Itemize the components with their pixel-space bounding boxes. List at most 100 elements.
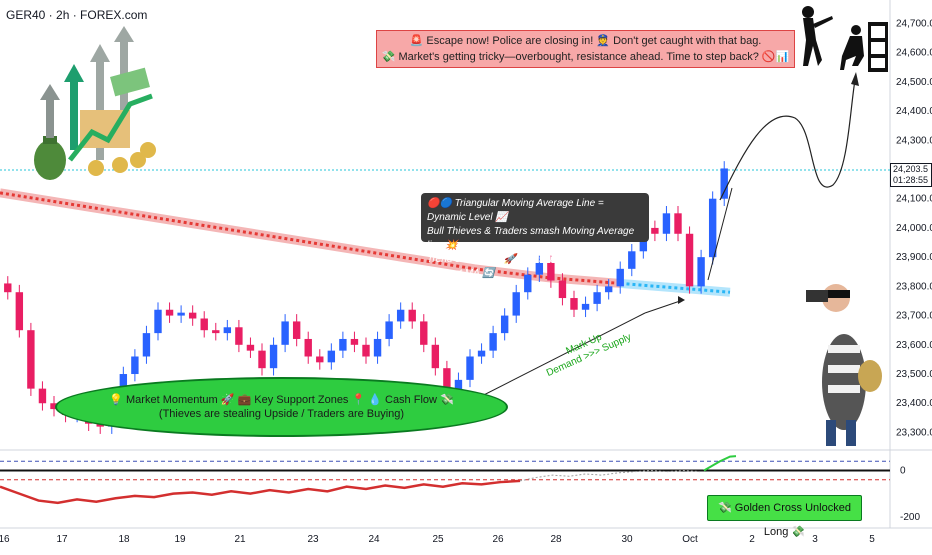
- candle-body: [350, 338, 359, 345]
- candle-body: [651, 227, 659, 234]
- runner-silhouette-icon: [802, 6, 833, 66]
- x-tick-label: 5: [869, 534, 875, 545]
- moving-average-band: [0, 188, 731, 297]
- projection-arrowhead: [851, 72, 859, 86]
- y-tick-label: 24,600.0: [896, 48, 932, 59]
- candle-body: [4, 283, 12, 293]
- candle-body: [720, 168, 728, 199]
- candle-body: [535, 262, 544, 275]
- x-tick-label: 30: [621, 534, 633, 545]
- breakout-arrow: [707, 187, 733, 281]
- markup-arrow-2: [644, 299, 684, 314]
- ma-blue-line: [620, 281, 731, 294]
- y-tick-label: 23,400.0: [896, 398, 932, 409]
- x-tick-label: 3: [812, 534, 818, 545]
- candle-body: [466, 356, 474, 380]
- y-tick-label: 23,900.0: [896, 252, 932, 263]
- candle-body: [15, 292, 24, 331]
- candle-body: [628, 251, 636, 269]
- x-tick-label: 28: [550, 534, 562, 545]
- info-line-2: Bull Thieves & Traders smash Moving Aver…: [427, 226, 635, 251]
- y-axis-ticks: 24,700.0 24,600.0 24,500.0 24,400.0 24,300.0…: [896, 18, 932, 438]
- candle-body: [604, 286, 613, 293]
- candle-body: [396, 309, 405, 322]
- candle-body: [593, 292, 601, 304]
- y-tick-label: 24,400.0: [896, 106, 932, 117]
- candle-body: [443, 368, 451, 398]
- y-tick-label: 23,500.0: [896, 369, 932, 380]
- x-tick-label: 16: [0, 534, 10, 545]
- thief-with-binoculars-icon: [806, 284, 882, 446]
- y-tick-label: 24,100.0: [896, 194, 932, 205]
- x-tick-label: 21: [234, 534, 246, 545]
- candle-body: [212, 330, 220, 334]
- y-tick-label: 24,000.0: [896, 223, 932, 234]
- candle-body: [477, 350, 486, 357]
- osc-tick-label: 0: [900, 466, 906, 477]
- bar-countdown: 01:28:55: [893, 175, 929, 185]
- candle-body: [674, 213, 682, 234]
- candle-body: [570, 298, 578, 310]
- candle-body: [373, 338, 382, 357]
- x-tick-label: 19: [174, 534, 186, 545]
- candle-body: [38, 388, 47, 404]
- y-tick-label: 23,700.0: [896, 311, 932, 322]
- info-line-1: 🔴🔵 Triangular Moving Average Line = Dyna…: [427, 198, 604, 223]
- candle-body: [292, 321, 301, 339]
- x-axis-ticks: 16 17 18 19 21 23 24 25 26 28 30 Oct 2 3 5: [0, 534, 875, 545]
- projection-curve: [719, 79, 856, 201]
- x-tick-label: 25: [432, 534, 444, 545]
- x-tick-label: 24: [368, 534, 380, 545]
- candle-body: [500, 315, 509, 334]
- candle-body: [154, 309, 162, 334]
- candle-body: [281, 321, 289, 345]
- y-tick-label: 23,600.0: [896, 340, 932, 351]
- x-tick-label: 26: [492, 534, 504, 545]
- support-zone-callout: 💡 Market Momentum 🚀 💼 Key Support Zones …: [55, 377, 508, 437]
- candle-body: [708, 198, 717, 258]
- y-tick-label: 24,300.0: [896, 135, 932, 146]
- candle-body: [547, 262, 555, 281]
- candle-body: [188, 312, 197, 319]
- candle-body: [223, 327, 232, 334]
- last-price-value: 24,203.5: [893, 164, 929, 174]
- golden-cross-callout: 💸 Golden Cross Unlocked Long 💸: [707, 495, 862, 538]
- x-tick-label: Oct: [682, 534, 698, 545]
- candle-body: [512, 292, 520, 316]
- candle-body: [327, 350, 336, 363]
- warning-banner: 🚨 Escape now! Police are closing in! 👮 D…: [376, 30, 795, 68]
- osc-tick-label: -200: [900, 512, 920, 523]
- ma-red-line: [0, 191, 621, 285]
- y-tick-label: 24,700.0: [896, 18, 932, 29]
- candle-body: [165, 309, 174, 316]
- last-price-tag: 24,203.5 01:28:55: [890, 163, 932, 187]
- candle-body: [662, 213, 671, 234]
- candle-body: [420, 321, 428, 345]
- candle-body: [27, 330, 35, 389]
- markup-arrowhead: [678, 296, 685, 304]
- markup-arrow: [465, 312, 646, 405]
- candle-body: [408, 309, 416, 322]
- candle-body: [142, 333, 151, 357]
- x-tick-label: 2: [749, 534, 755, 545]
- candles: [4, 161, 728, 434]
- candle-body: [431, 344, 440, 369]
- candle-body: [524, 274, 532, 293]
- warning-line-2: 💸 Market's getting tricky—overbought, re…: [381, 51, 790, 63]
- candle-body: [558, 280, 567, 299]
- warning-line-1: 🚨 Escape now! Police are closing in! 👮 D…: [409, 35, 762, 47]
- oscillator-red-line: [0, 479, 521, 505]
- x-tick-label: 17: [56, 534, 68, 545]
- candle-body: [489, 333, 497, 351]
- candle-body: [235, 327, 243, 345]
- candle-body: [304, 338, 312, 357]
- candle-body: [131, 356, 139, 375]
- candle-body: [616, 268, 624, 287]
- candle-body: [697, 257, 705, 287]
- candle-body: [258, 350, 266, 369]
- candle-body: [385, 321, 393, 339]
- x-tick-label: 18: [118, 534, 130, 545]
- info-line-3: Trend shoots UP 🚀 Resistance MA flips to…: [427, 254, 618, 279]
- money-growth-illustration: [34, 26, 156, 180]
